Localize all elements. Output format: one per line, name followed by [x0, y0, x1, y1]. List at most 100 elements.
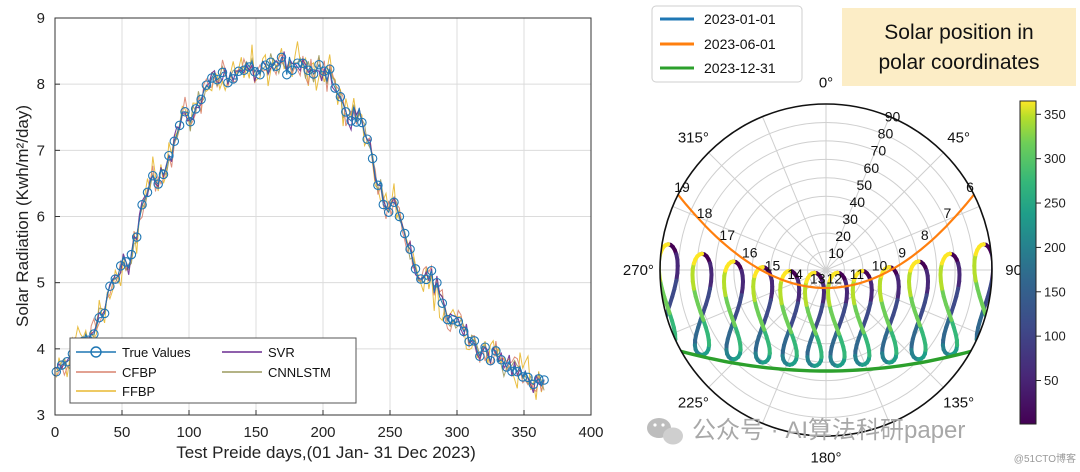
true-value-marker	[260, 60, 271, 70]
axis-ticks: 0 50 100 150 200 250 300 350 400 3 4 5 6 7 8 9	[37, 10, 604, 441]
y-tick-label: 9	[37, 10, 45, 27]
analemma-segment	[1014, 279, 1016, 288]
analemma-segment	[632, 342, 635, 343]
true-value-marker	[458, 326, 469, 337]
polar-legend: 2023-01-01 2023-06-01 2023-12-31	[651, 5, 803, 83]
wechat-icon	[647, 418, 683, 445]
true-value-marker	[383, 207, 394, 217]
true-value-marker	[324, 64, 335, 74]
true-value-marker	[239, 65, 249, 76]
colorbar-tick-label: 200	[1044, 240, 1066, 255]
true-value-marker	[351, 117, 362, 127]
watermark-corner: @51CTO博客	[1014, 452, 1076, 465]
true-value-marker	[56, 360, 67, 370]
true-value-marker	[512, 367, 523, 377]
true-value-marker	[437, 298, 448, 308]
legend: True Values CFBP FFBP SVR CNNLSTM	[69, 337, 357, 404]
true-value-marker	[249, 67, 260, 77]
analemma-segment	[628, 288, 631, 297]
analemma-segment	[1013, 337, 1015, 340]
legend-label-jun: 2023-06-01	[704, 36, 776, 52]
analemma-segment	[636, 279, 638, 288]
true-value-marker	[201, 80, 212, 90]
true-value-marker	[496, 355, 506, 365]
true-value-marker	[137, 200, 147, 210]
true-value-marker	[416, 274, 426, 284]
analemma-segment	[810, 270, 817, 276]
watermark: 公众号 · AI算法科研paper @51CTO博客	[647, 417, 1076, 465]
polar-legend-box	[651, 5, 803, 83]
colorbar-gradient	[1019, 100, 1037, 425]
true-value-marker	[212, 74, 222, 85]
x-tick-label: 200	[310, 424, 335, 441]
analemma-segment	[660, 341, 666, 349]
analemma-segment	[729, 259, 736, 264]
analemma-segment	[1015, 340, 1017, 342]
analemma-segment	[985, 318, 992, 330]
true-value-marker	[298, 58, 308, 69]
true-value-marker	[378, 199, 389, 210]
analemma-segment	[1015, 234, 1017, 236]
analemma-segment	[634, 305, 636, 313]
true-value-marker	[164, 150, 174, 161]
analemma-segment	[630, 233, 632, 234]
colorbar-ticks: 50 100 150 200 250 300 350	[1036, 107, 1066, 388]
true-value-marker	[362, 134, 372, 144]
legend-label-dec: 2023-12-31	[704, 60, 776, 76]
true-value-marker	[314, 59, 324, 70]
angle-tick-label: 270°	[623, 262, 654, 279]
true-value-marker	[196, 94, 206, 105]
true-value-marker	[405, 244, 415, 254]
analemma-segment	[979, 242, 986, 247]
angle-tick-label: 90	[1005, 262, 1022, 279]
polar-title-line-1: Solar position in	[884, 21, 1033, 44]
true-value-marker	[426, 265, 437, 276]
radial-tick-label: 50	[857, 177, 873, 193]
analemma-segment	[945, 251, 952, 257]
analemma-segment	[625, 320, 626, 327]
analemma-segment	[1013, 236, 1015, 239]
analemma-segment	[634, 288, 637, 297]
legend-label-cnnlstm: CNNLSTM	[268, 365, 331, 380]
analemma-segment	[979, 346, 986, 352]
analemma-segment	[977, 344, 984, 351]
legend-label-jan: 2023-01-01	[704, 11, 776, 27]
true-value-marker	[341, 107, 351, 117]
x-tick-label: 50	[114, 424, 131, 441]
hour-label: 18	[697, 205, 713, 221]
x-tick-label: 0	[51, 424, 59, 441]
colorbar-tick-label: 50	[1044, 373, 1058, 388]
true-value-marker	[464, 336, 474, 347]
hour-label: 8	[921, 227, 929, 243]
analemma-segment	[635, 340, 637, 342]
true-value-marker	[394, 211, 405, 222]
x-axis-label: Test Preide days,(01 Jan- 31 Dec 2023)	[176, 443, 476, 462]
angle-tick-label: 225°	[678, 395, 709, 412]
analemma-segment	[639, 332, 640, 337]
true-value-marker	[244, 62, 255, 72]
x-tick-label: 250	[377, 424, 402, 441]
true-value-marker	[190, 104, 201, 114]
true-value-marker	[180, 107, 190, 117]
hour-label: 17	[719, 227, 735, 243]
radial-tick-label: 20	[835, 228, 851, 244]
true-value-marker	[233, 66, 244, 77]
analemma-segment	[668, 344, 675, 351]
analemma-segment	[623, 243, 624, 249]
colorbar-tick-label: 100	[1044, 329, 1066, 344]
analemma-segment	[988, 337, 992, 346]
angular-gridline	[708, 152, 827, 271]
angular-gridline	[762, 116, 827, 271]
true-value-marker	[153, 179, 163, 189]
analemma-segment	[630, 342, 633, 343]
analemma-segment	[632, 233, 634, 234]
analemma-segment	[914, 259, 921, 264]
radial-tick-label: 80	[878, 126, 894, 142]
colorbar-tick-label: 350	[1044, 107, 1066, 122]
analemma-segment	[631, 296, 634, 304]
hour-label: 14	[787, 266, 803, 282]
x-tick-label: 400	[578, 424, 603, 441]
true-value-marker	[158, 169, 169, 180]
